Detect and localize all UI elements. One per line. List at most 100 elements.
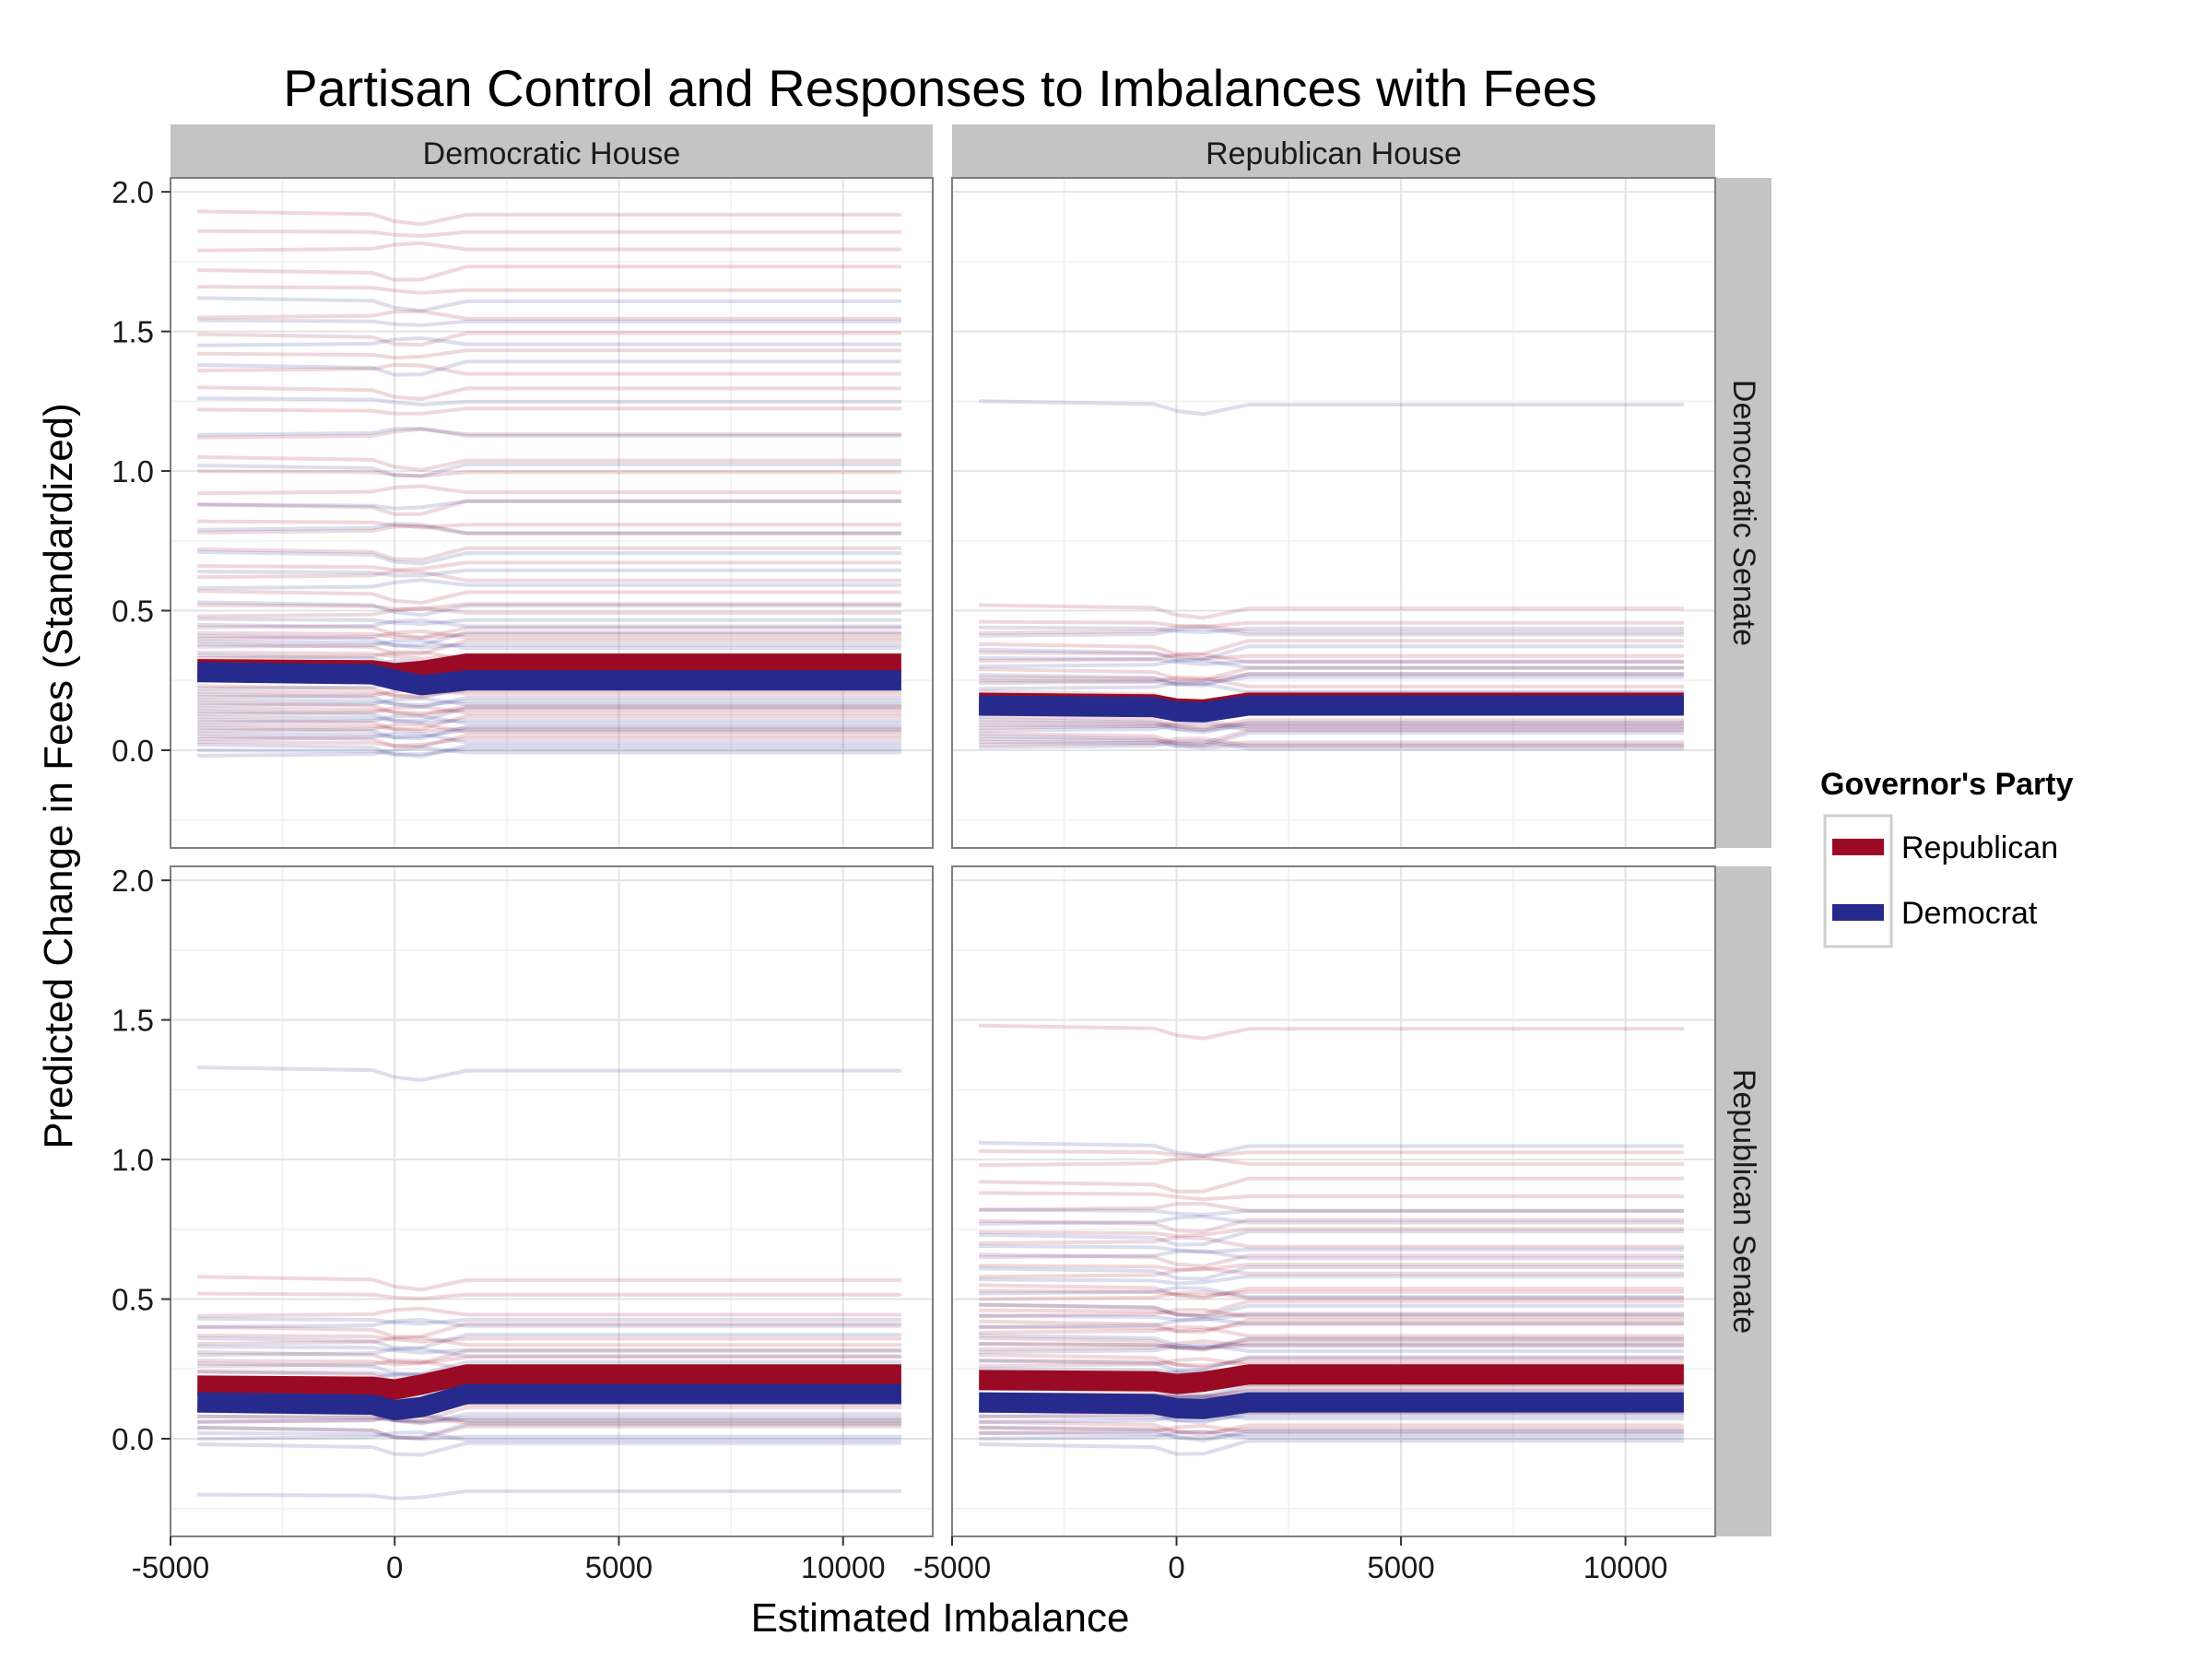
series-line-democrat xyxy=(197,578,901,591)
series-line-republican xyxy=(979,1419,1684,1437)
series-line-democrat xyxy=(979,399,1684,417)
series-line-republican xyxy=(197,602,901,611)
series-line-democrat xyxy=(979,717,1684,735)
facet-strip-row-0 xyxy=(1716,178,1771,848)
x-tick-label: 10000 xyxy=(801,1550,886,1584)
facet-strip-label-row-1: Republican Senate xyxy=(1726,1069,1761,1334)
series-line-democrat xyxy=(197,713,901,725)
series-line-democrat xyxy=(197,714,901,725)
series-line-republican xyxy=(197,241,901,253)
series-line-republican xyxy=(979,1289,1684,1301)
series-line-republican xyxy=(197,209,901,227)
series-line-democrat xyxy=(979,739,1684,750)
series-line-democrat xyxy=(979,739,1684,751)
legend-title: Governor's Party xyxy=(1820,767,2074,802)
series-line-democrat xyxy=(979,1249,1684,1261)
series-line-democrat xyxy=(979,1274,1684,1286)
series-line-democrat xyxy=(979,1342,1684,1351)
y-tick-label: 0.5 xyxy=(112,1283,154,1317)
series-line-democrat xyxy=(197,1347,901,1359)
panel-background xyxy=(171,866,933,1536)
series-line-republican xyxy=(979,1308,1684,1319)
series-line-republican xyxy=(197,519,901,530)
panel-border xyxy=(170,865,934,1537)
series-line-democrat xyxy=(979,1355,1684,1372)
series-line-democrat xyxy=(979,1244,1684,1254)
series-line-democrat xyxy=(979,721,1684,733)
series-line-democrat xyxy=(197,335,901,347)
panel-background xyxy=(952,178,1715,848)
series-line-republican xyxy=(979,1283,1684,1300)
series-line-republican xyxy=(197,469,901,478)
series-line-democrat xyxy=(197,318,901,327)
series-line-democrat xyxy=(979,1425,1684,1442)
series-line-republican xyxy=(979,1322,1684,1334)
series-line-republican xyxy=(979,1023,1684,1041)
series-line-republican xyxy=(197,1414,901,1425)
series-line-democrat xyxy=(197,724,901,741)
y-tick-label: 2.0 xyxy=(112,175,154,209)
series-line-republican xyxy=(197,1333,901,1344)
series-line-democrat xyxy=(979,731,1684,748)
series-line-republican xyxy=(197,1306,901,1318)
series-line-republican xyxy=(197,1291,901,1300)
series-line-democrat xyxy=(979,1265,1684,1281)
series-line-democrat xyxy=(979,675,1684,687)
series-line-republican xyxy=(979,1324,1684,1338)
series-line-democrat xyxy=(197,1316,901,1326)
series-line-republican xyxy=(197,1355,901,1367)
mean-line-republican xyxy=(197,1364,901,1400)
y-tick-label: 1.5 xyxy=(112,315,154,349)
legend: Governor's Party Republican Democrat xyxy=(1820,767,2074,948)
series-line-republican xyxy=(197,606,901,618)
series-line-republican xyxy=(197,406,901,416)
series-line-republican xyxy=(197,484,901,496)
series-line-republican xyxy=(197,733,901,749)
panel-background xyxy=(952,866,1715,1536)
series-line-democrat xyxy=(979,1230,1684,1247)
series-line-republican xyxy=(197,560,901,572)
facet-strip-col-0 xyxy=(171,124,933,178)
x-tick-label: -5000 xyxy=(913,1550,991,1584)
series-line-republican xyxy=(979,1156,1684,1168)
y-tick-label: 2.0 xyxy=(112,864,154,898)
facet-strip-label-col-0: Democratic House xyxy=(423,136,681,171)
series-line-democrat xyxy=(979,672,1684,688)
series-line-democrat xyxy=(197,1422,901,1440)
series-line-democrat xyxy=(979,658,1684,670)
series-line-democrat xyxy=(979,723,1684,733)
series-line-democrat xyxy=(197,696,901,708)
series-line-republican xyxy=(979,603,1684,620)
series-line-democrat xyxy=(197,618,901,629)
axes: 0.0 0.5 1.0 1.5 2.0 0.0 0.5 1.0 1.5 2.0 -5000 0 5000… xyxy=(112,175,1667,1584)
series-line-republican xyxy=(197,723,901,734)
series-line-democrat xyxy=(197,1360,901,1376)
series-line-democrat xyxy=(197,426,901,438)
series-line-democrat xyxy=(979,625,1684,635)
series-line-democrat xyxy=(979,1214,1684,1226)
series-line-democrat xyxy=(197,1317,901,1329)
series-line-democrat xyxy=(979,1343,1684,1355)
x-tick-label: 0 xyxy=(386,1550,403,1584)
series-line-republican xyxy=(197,1424,901,1441)
series-line-republican xyxy=(197,723,901,734)
series-line-republican xyxy=(979,1307,1684,1319)
series-line-republican xyxy=(197,385,901,401)
chart-title: Partisan Control and Responses to Imbala… xyxy=(283,59,1597,117)
series-line-democrat xyxy=(197,396,901,407)
series-line-democrat xyxy=(979,1302,1684,1319)
y-tick-label: 0.0 xyxy=(112,1422,154,1456)
y-tick-label: 0.0 xyxy=(112,734,154,768)
facet-strip-label-row-0: Democratic Senate xyxy=(1726,380,1761,646)
series-line-democrat xyxy=(197,728,901,740)
series-line-democrat xyxy=(197,639,901,651)
x-axis-title: Estimated Imbalance xyxy=(751,1595,1130,1641)
panel-background xyxy=(171,178,933,848)
series-line-democrat xyxy=(197,692,901,710)
series-line-republican xyxy=(197,285,901,295)
facet-strip-label-col-1: Republican House xyxy=(1206,136,1462,171)
series-line-democrat xyxy=(197,600,901,618)
series-line-democrat xyxy=(197,1430,901,1441)
series-line-republican xyxy=(197,362,901,376)
